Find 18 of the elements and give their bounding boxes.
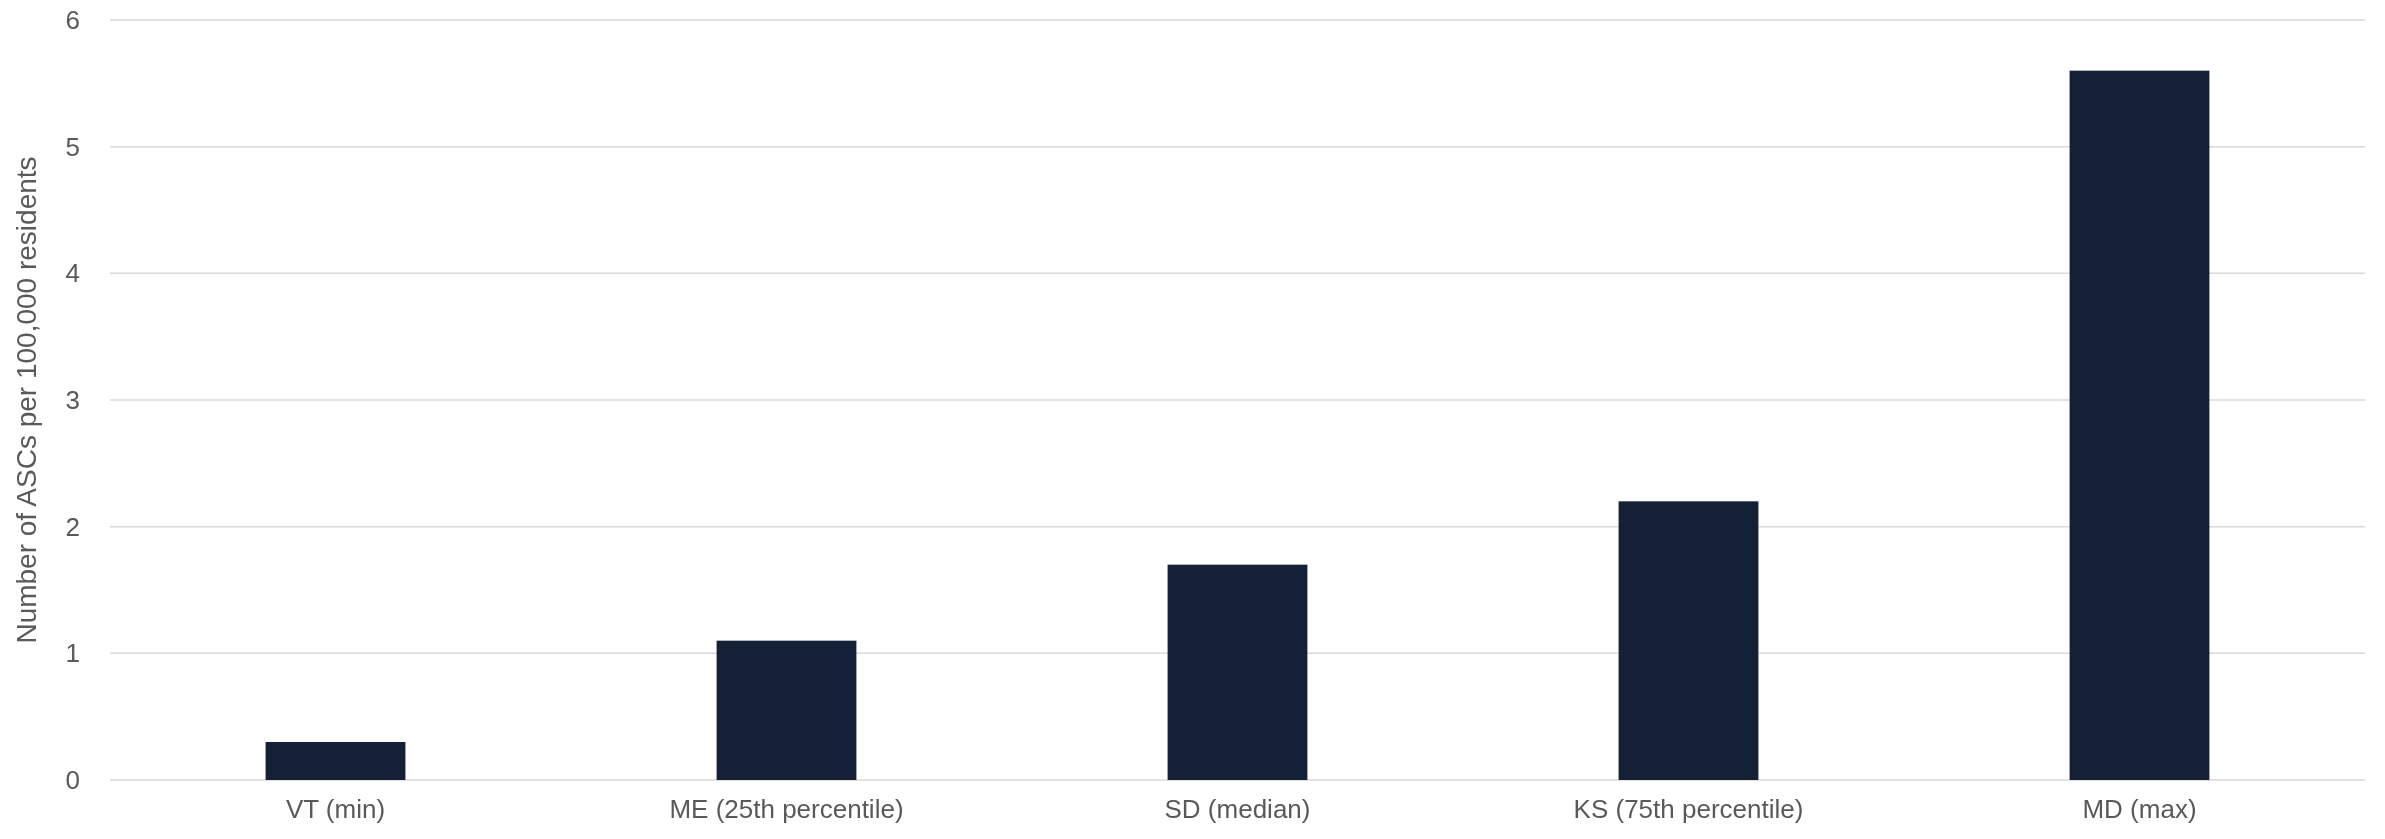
y-axis-title: Number of ASCs per 100,000 residents xyxy=(11,156,42,644)
x-tick-label: VT (min) xyxy=(285,794,386,824)
y-tick-label: 4 xyxy=(65,258,80,289)
y-tick-label: 2 xyxy=(65,511,80,542)
bar xyxy=(716,640,857,780)
y-tick-label: 1 xyxy=(65,638,80,669)
y-tick-label: 0 xyxy=(65,765,80,796)
bar xyxy=(1618,501,1759,780)
bar xyxy=(1167,564,1308,780)
y-tick-label: 6 xyxy=(65,5,80,36)
y-tick-label: 3 xyxy=(65,385,80,416)
x-tick-label: KS (75th percentile) xyxy=(1573,794,1804,824)
x-tick-label: SD (median) xyxy=(1164,794,1311,824)
bar xyxy=(265,742,406,780)
x-tick-label: ME (25th percentile) xyxy=(669,794,904,824)
bar xyxy=(2069,70,2210,780)
y-tick-label: 5 xyxy=(65,131,80,162)
x-tick-label: MD (max) xyxy=(2082,794,2197,824)
